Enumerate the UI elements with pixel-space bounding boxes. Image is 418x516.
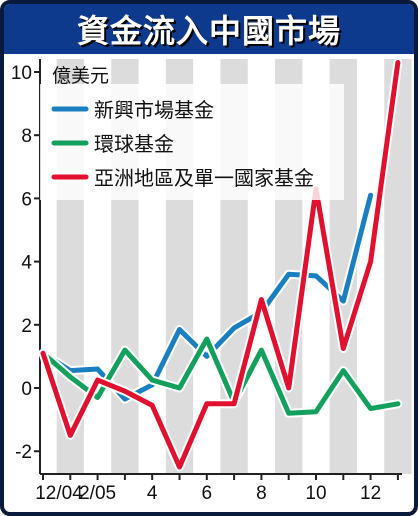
x-tick-label: 8 (256, 483, 267, 504)
series-line (40, 336, 401, 416)
legend-background (40, 84, 344, 200)
series-line (40, 60, 401, 470)
x-tick-label: 10 (305, 483, 326, 504)
legend-label: 環球基金 (94, 132, 174, 156)
x-tick-label: 12/04 (35, 483, 83, 504)
y-tick-label: 8 (21, 126, 32, 147)
y-tick-label: 6 (21, 189, 32, 210)
x-tick-label: 12 (360, 483, 381, 504)
y-tick-label: -2 (15, 442, 32, 463)
y-tick-label: 2 (21, 316, 32, 337)
y-tick-label: 10 (11, 63, 32, 84)
x-tick-label: 4 (147, 483, 158, 504)
y-tick-label: 0 (21, 379, 32, 400)
chart-canvas: 10 8 6 4 2 0 -212/042/05 4 6 8 10 12 新興市場基金環球基金亞洲地區… (11, 58, 412, 504)
title-bar: 資金流入中國市場 (4, 4, 414, 54)
x-tick-label: 2/05 (79, 483, 116, 504)
y-axis-unit: 億美元 (52, 65, 109, 87)
series-line (40, 192, 374, 402)
chart-title: 資金流入中國市場 (76, 12, 341, 50)
x-tick-label: 6 (202, 483, 213, 504)
legend-label: 亞洲地區及單一國家基金 (94, 166, 314, 190)
y-tick-label: 4 (21, 253, 32, 274)
legend-label: 新興市場基金 (94, 98, 214, 122)
series-lines (38, 58, 403, 472)
